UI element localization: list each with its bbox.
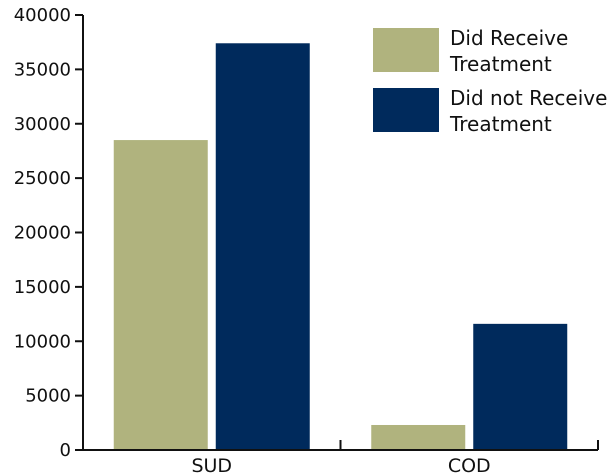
legend-label-2: Did not Receive (450, 86, 607, 110)
legend-swatch-2 (373, 88, 439, 132)
bar-sud-series-1 (113, 140, 208, 449)
y-tick-label: 0 (60, 440, 71, 461)
y-axis: 0 5000 10000 15000 20000 25000 30000 35000 40000 (14, 5, 84, 461)
y-tick-label: 10000 (14, 331, 71, 352)
legend-label-1: Treatment (449, 52, 552, 76)
bar-cod-series-1 (371, 424, 466, 449)
y-tick-label: 35000 (14, 59, 71, 80)
x-category-label: COD (448, 455, 491, 476)
y-tick-label: 15000 (14, 277, 71, 298)
legend-label-1: Did Receive (450, 26, 568, 50)
x-category-label: SUD (191, 455, 232, 476)
bar-cod-series-2 (473, 323, 568, 449)
y-tick-label: 25000 (14, 168, 71, 189)
bars (113, 43, 568, 450)
legend-swatch-1 (373, 28, 439, 72)
bar-sud-series-2 (215, 43, 310, 450)
y-tick-label: 20000 (14, 223, 71, 244)
legend-label-2: Treatment (449, 112, 552, 136)
y-tick-label: 30000 (14, 114, 71, 135)
y-tick-label: 40000 (14, 5, 71, 26)
y-tick-label: 5000 (25, 386, 71, 407)
x-axis: SUD COD (83, 440, 599, 476)
